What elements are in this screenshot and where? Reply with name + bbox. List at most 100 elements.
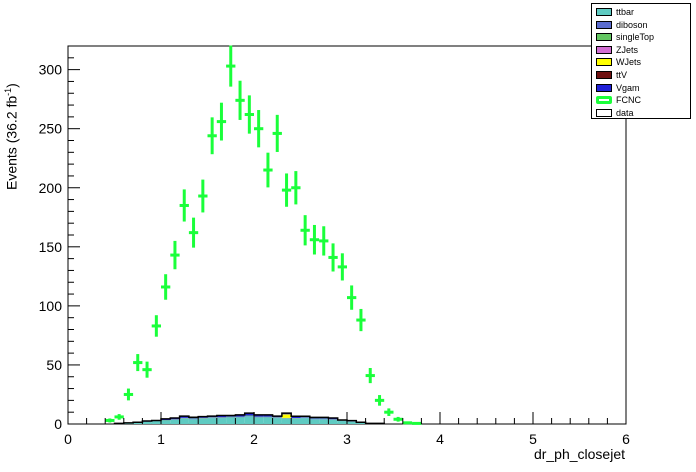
fcnc-point <box>337 253 347 281</box>
y-axis-label-text: Events (36.2 fb <box>3 95 20 190</box>
tick-labels: 0 1 2 3 4 5 6 0 50 100 150 200 250 300 <box>39 62 630 447</box>
fcnc-point <box>356 308 366 332</box>
x-axis-label: dr_ph_closejet <box>534 446 625 462</box>
fcnc-point <box>384 408 394 416</box>
legend-label: ttbar <box>616 7 635 17</box>
legend-label: FCNC <box>616 95 641 106</box>
fcnc-points <box>105 45 422 425</box>
y-axis-label: Events (36.2 fb-1) <box>3 83 20 190</box>
bar-ttbar <box>207 418 217 424</box>
bar-ttbar <box>263 417 273 424</box>
legend-swatch <box>596 45 612 54</box>
bar-ttbar <box>244 416 254 424</box>
y-tick-label: 200 <box>39 180 63 196</box>
legend-entry: ttbar <box>592 6 690 18</box>
x-tick-label: 0 <box>64 431 72 447</box>
bar-ttbar <box>356 422 366 424</box>
fcnc-point <box>291 171 301 205</box>
fcnc-point <box>161 274 171 300</box>
fcnc-point <box>114 414 124 420</box>
bar-ttbar <box>170 419 180 424</box>
legend-entry: singleTop <box>592 31 690 43</box>
legend-swatch <box>596 96 612 105</box>
fcnc-point <box>198 179 208 213</box>
x-tick-label: 1 <box>157 431 165 447</box>
y-axis-label-close: ) <box>3 83 20 88</box>
legend-label: singleTop <box>616 32 655 43</box>
bar-ttbar <box>309 419 320 424</box>
bar-ttbar <box>151 421 161 424</box>
stacked-background-bars <box>113 412 385 425</box>
legend-entry: ttV <box>592 69 690 81</box>
plot-frame <box>67 45 627 425</box>
x-tick-label: 4 <box>436 431 444 447</box>
legend-swatch <box>596 71 612 79</box>
bar-ttbar <box>347 421 357 424</box>
plot-area <box>67 45 627 425</box>
fcnc-point <box>244 95 254 134</box>
x-tick-label: 2 <box>250 431 258 447</box>
y-tick-label: 150 <box>39 239 63 255</box>
legend-entry: FCNC <box>592 94 690 106</box>
bar-ttbar <box>337 421 347 424</box>
fcnc-point <box>319 226 329 256</box>
legend-swatch <box>596 33 612 42</box>
legend-label: Vgam <box>616 82 640 93</box>
fcnc-point <box>170 240 180 270</box>
y-axis-label-sup: -1 <box>3 87 13 96</box>
fcnc-point <box>393 416 403 422</box>
legend-label: ZJets <box>616 44 639 55</box>
legend-entry: Vgam <box>592 82 690 94</box>
fcnc-point <box>365 368 375 384</box>
bar-ttbar <box>133 422 143 424</box>
fcnc-point <box>374 395 385 406</box>
bar-ttbar <box>188 419 199 424</box>
legend-swatch <box>596 83 612 92</box>
fcnc-point <box>207 117 217 155</box>
fcnc-point <box>254 110 264 148</box>
fcnc-point <box>179 189 189 222</box>
bar-Vgam <box>244 413 254 416</box>
bar-Vgam <box>235 414 245 417</box>
legend-swatch <box>596 20 612 29</box>
bar-ttbar <box>235 417 245 424</box>
bar-ttbar <box>328 419 338 424</box>
x-tick-label: 3 <box>343 431 351 447</box>
axes <box>67 45 627 425</box>
y-tick-label: 50 <box>46 357 62 373</box>
fcnc-point <box>235 80 245 120</box>
y-tick-label: 250 <box>39 121 63 137</box>
bar-Vgam <box>179 416 189 418</box>
legend-label: ttV <box>616 70 628 80</box>
bar-Vgam <box>263 414 273 417</box>
fcnc-point <box>105 418 115 423</box>
y-tick-label: 100 <box>39 298 63 314</box>
fcnc-point <box>226 45 236 87</box>
fcnc-point <box>263 152 273 188</box>
bar-Vgam <box>254 414 264 417</box>
bar-ttbar <box>281 418 292 424</box>
bar-WJets <box>281 414 292 418</box>
stack-outline <box>113 412 385 425</box>
fcnc-point <box>412 421 422 425</box>
fcnc-point <box>142 361 152 378</box>
legend-entry: WJets <box>592 56 690 68</box>
y-tick-label: 0 <box>54 416 62 432</box>
bar-ttbar <box>161 420 171 424</box>
fcnc-point <box>272 114 282 152</box>
bar-ttbar <box>300 418 310 424</box>
bar-Vgam <box>291 416 301 418</box>
legend-entry: data <box>592 107 690 119</box>
fcnc-point <box>188 217 199 248</box>
fcnc-point <box>151 315 161 337</box>
bar-ttbar <box>198 418 208 424</box>
x-tick-label: 6 <box>622 431 630 447</box>
y-tick-label: 300 <box>39 62 63 78</box>
x-tick-label: 5 <box>529 431 537 447</box>
fcnc-point <box>328 243 338 272</box>
bar-ttbar <box>291 418 301 424</box>
bar-ttbar <box>272 418 282 424</box>
legend-entry: ZJets <box>592 44 690 56</box>
legend-label: WJets <box>616 57 642 68</box>
